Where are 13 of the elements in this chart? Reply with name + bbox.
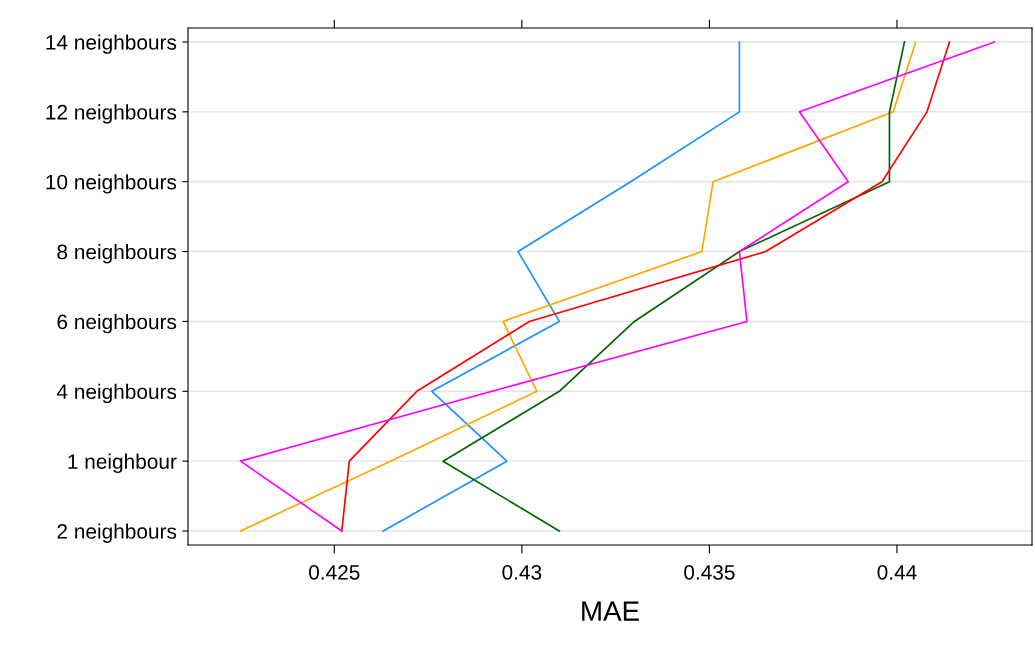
y-tick-label: 6 neighbours: [57, 313, 177, 334]
y-tick-label: 8 neighbours: [57, 244, 177, 264]
x-tick-label: 0.43: [502, 564, 542, 580]
y-tick-label: 4 neighbours: [56, 383, 177, 404]
y-tick-label: 2 neighbours: [57, 523, 177, 543]
y-tick-label: 14 neighbours: [46, 34, 177, 54]
x-tick-label: 0.44: [877, 564, 917, 580]
x-axis-title: MAE: [582, 601, 639, 621]
x-tick-label: 0.425: [309, 564, 360, 580]
y-tick-label: 1 neighbour: [68, 453, 177, 474]
y-tick-label: 10 neighbours: [46, 174, 177, 194]
x-tick-label: 0.435: [684, 564, 735, 580]
y-tick-label: 12 neighbours: [46, 104, 177, 124]
